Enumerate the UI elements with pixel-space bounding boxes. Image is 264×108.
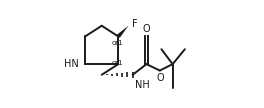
Text: F: F — [132, 19, 138, 29]
Text: NH: NH — [135, 80, 149, 90]
Text: O: O — [156, 73, 164, 83]
Text: HN: HN — [64, 59, 79, 69]
Text: or1: or1 — [112, 60, 124, 66]
Polygon shape — [117, 26, 128, 38]
Text: O: O — [143, 24, 150, 34]
Text: or1: or1 — [112, 40, 124, 46]
